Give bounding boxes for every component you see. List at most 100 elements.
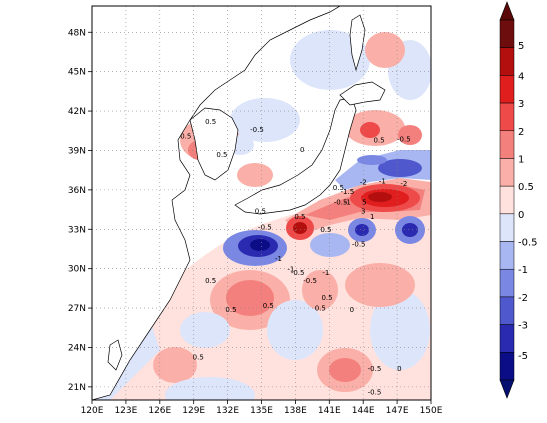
contour-label: 0.5 <box>180 133 191 141</box>
contour-label: 0 <box>300 146 304 154</box>
contour-label: -0.5 <box>352 240 366 248</box>
lon-tick-label: 141E <box>318 406 341 416</box>
lon-tick-label: 123E <box>114 406 137 416</box>
lat-tick-label: 36N <box>68 186 86 196</box>
anomaly-blob-positive <box>345 263 415 307</box>
lat-tick-label: 24N <box>68 343 86 353</box>
lon-tick-label: 132E <box>216 406 239 416</box>
lat-tick-label: 45N <box>68 68 86 78</box>
contour-label: 5 <box>362 198 366 206</box>
colorbar-label: 0.5 <box>518 182 534 193</box>
lon-tick-label: 138E <box>284 406 307 416</box>
anomaly-blob-positive <box>226 280 274 316</box>
longitude-axis: 120E 123E 126E 129E 132E 135E 138E 141E 144E 147E… <box>81 400 443 416</box>
colorbar-segment <box>499 185 515 215</box>
colorbar-label: 5 <box>518 41 524 52</box>
latitude-axis: 48N 45N 42N 39N 36N 33N 30N 27N 24N 21N <box>68 28 92 393</box>
anomaly-blob-positive <box>365 32 405 68</box>
anomaly-blob-negative <box>267 300 323 360</box>
anomaly-blob-positive <box>302 270 338 310</box>
anomaly-blob-positive <box>360 122 380 138</box>
anomaly-blob-negative <box>165 377 255 400</box>
contour-label: 0.5 <box>263 302 274 310</box>
lon-tick-label: 120E <box>81 406 104 416</box>
lon-tick-label: 150E <box>420 406 443 416</box>
anomaly-blob-negative <box>180 312 230 348</box>
colorbar-extend-bottom <box>499 379 515 399</box>
anomaly-core-negative <box>355 224 369 236</box>
anomaly-core-negative <box>378 159 422 177</box>
colorbar-segment <box>499 241 515 270</box>
land-hokkaido <box>339 81 386 106</box>
contour-label: 0.5 <box>225 306 236 314</box>
colorbar-segment <box>499 19 515 48</box>
land-asia <box>92 6 341 400</box>
anomaly-blob-negative <box>310 233 350 257</box>
anomaly-core-negative <box>250 239 270 251</box>
colorbar-label: 0 <box>518 210 524 221</box>
anomaly-blob-negative <box>230 98 300 142</box>
contour-label: -0.5 <box>291 269 305 277</box>
contour-label: -0.5 <box>250 126 264 134</box>
land-taiwan <box>107 339 123 371</box>
colorbar-segment <box>499 352 515 381</box>
colorbar-segment <box>499 47 515 76</box>
anomaly-blob-positive <box>329 358 361 382</box>
colorbar-label: 4 <box>518 71 524 82</box>
contour-label: 0.5 <box>216 151 227 159</box>
contour-label: -1 <box>287 265 294 273</box>
contour-label: -1 <box>344 198 351 206</box>
land-sakhalin <box>349 14 366 72</box>
contour-label: -1 <box>322 269 329 277</box>
anomaly-core-negative <box>402 223 418 237</box>
anomaly-blob-negative <box>370 290 430 370</box>
anomaly-core-negative <box>357 155 387 165</box>
contour-label: 0.5 <box>333 184 344 192</box>
contour-label: 0.5 <box>294 213 305 221</box>
colorbar-label: -5 <box>518 351 528 362</box>
lat-tick-label: 27N <box>68 304 86 314</box>
contour-label: 0.5 <box>255 208 266 216</box>
colorbar-label: 2 <box>518 127 524 138</box>
colorbar-segment <box>499 324 515 353</box>
colorbar-label: 3 <box>518 99 524 110</box>
anomaly-blob-negative <box>290 30 370 90</box>
lon-tick-label: 129E <box>182 406 205 416</box>
contour-label: 0 <box>397 365 401 373</box>
colorbar-segment <box>499 102 515 132</box>
lat-tick-label: 39N <box>68 146 86 156</box>
colorbar-label: -0.5 <box>518 238 538 249</box>
lon-tick-label: 135E <box>250 406 273 416</box>
anomaly-blob-positive <box>153 347 197 383</box>
colorbar-label: -2 <box>518 293 528 304</box>
anomaly-blob-positive <box>237 163 273 187</box>
lat-tick-label: 42N <box>68 107 86 117</box>
colorbar-segment <box>499 296 515 325</box>
lat-tick-label: 33N <box>68 225 86 235</box>
colorbar-segment <box>499 268 515 298</box>
colorbar-segment <box>499 213 515 242</box>
contour-label: -2 <box>400 180 407 188</box>
colorbar-label: -1 <box>518 265 528 276</box>
lat-tick-label: 21N <box>68 383 86 393</box>
colorbar-extend-top <box>499 1 515 21</box>
contour-label: -0.5 <box>368 365 382 373</box>
anomaly-core-positive <box>293 222 307 234</box>
contour-label: 0.5 <box>321 294 332 302</box>
lat-tick-label: 48N <box>68 28 86 38</box>
contour-label: 0.5 <box>373 137 384 145</box>
contour-label: -1.5 <box>341 188 355 196</box>
contour-label: 0.5 <box>205 118 216 126</box>
contour-label: -1 <box>275 255 282 263</box>
lon-tick-label: 147E <box>386 406 409 416</box>
colorbar-segment <box>499 75 515 104</box>
contour-label: -0.5 <box>368 389 382 397</box>
lon-tick-label: 144E <box>352 406 375 416</box>
contour-label: 0.5 <box>205 277 216 285</box>
land-korea <box>189 107 239 181</box>
contour-label: 0.5 <box>315 305 326 313</box>
contour-label: 0.5 <box>193 353 204 361</box>
contour-label: 1 <box>370 213 374 221</box>
contour-label: 3 <box>361 208 365 216</box>
contour-label: -0.5 <box>334 198 348 206</box>
